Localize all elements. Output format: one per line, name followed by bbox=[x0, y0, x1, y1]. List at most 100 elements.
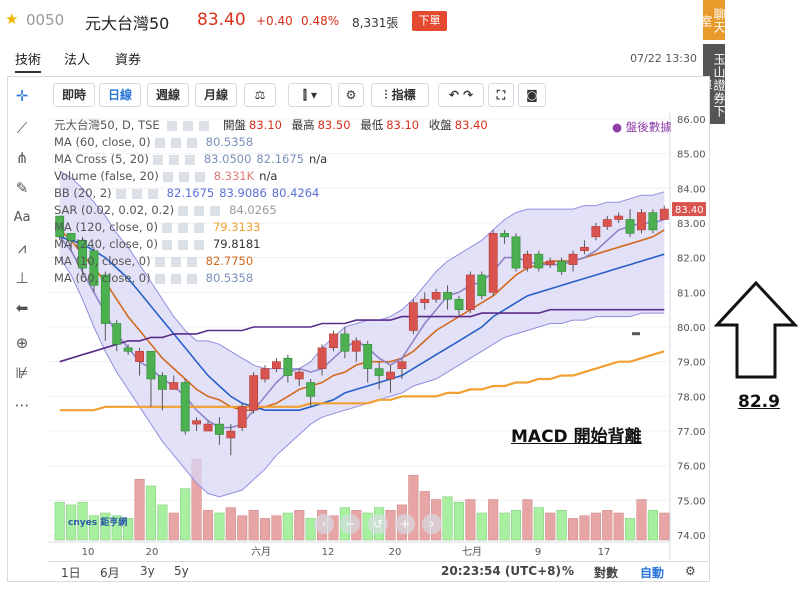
candle-body bbox=[614, 215, 624, 220]
ruler-icon[interactable]: ⊯ bbox=[15, 364, 29, 382]
tab-institutional[interactable]: 法人 bbox=[64, 53, 91, 68]
volume-bar bbox=[111, 515, 122, 541]
scroll-control-button[interactable] bbox=[395, 514, 415, 534]
candle-body bbox=[511, 236, 521, 269]
tab-margin[interactable]: 資券 bbox=[115, 53, 142, 68]
legend-row: MA Cross (5, 20) 83.0500 82.1675 n/a bbox=[54, 151, 554, 168]
range-1d[interactable]: 1日 bbox=[61, 566, 81, 580]
legend-row: MA (240, close, 0) 79.8181 bbox=[54, 236, 554, 253]
fibonacci-icon[interactable]: ⋔ bbox=[15, 149, 29, 167]
volume-bar bbox=[602, 510, 613, 541]
scroll-control-button[interactable] bbox=[422, 514, 442, 534]
chatroom-button[interactable]: 聊天室 bbox=[699, 0, 726, 40]
legend-controls-icon[interactable] bbox=[154, 137, 201, 148]
auto-scale-toggle[interactable]: 自動 bbox=[640, 566, 665, 580]
tab-bar: 技術 法人 資券 07/22 13:30 bbox=[0, 44, 700, 73]
legend-row: SAR (0.02, 0.02, 0.2) 84.0265 bbox=[54, 202, 554, 219]
volume-bar bbox=[499, 512, 510, 541]
volume-bar bbox=[123, 518, 134, 541]
text-tool-icon[interactable]: Aa bbox=[13, 210, 31, 225]
legend-controls-icon[interactable] bbox=[154, 273, 201, 284]
volume-bar bbox=[465, 499, 476, 541]
volume-bar bbox=[180, 488, 191, 541]
bottombar-settings-icon[interactable]: ⚙ bbox=[685, 564, 696, 578]
after-hours-dot-icon: ● bbox=[612, 120, 626, 134]
arrow-left-icon[interactable]: ⬅ bbox=[15, 299, 29, 317]
candle-body bbox=[55, 215, 65, 238]
order-button[interactable]: 下單 bbox=[412, 11, 447, 31]
candle-body bbox=[488, 233, 498, 293]
low-label: 最低 bbox=[360, 118, 384, 132]
y-axis-tick-label: 75.00 bbox=[677, 496, 706, 507]
y-axis-tick-label: 76.00 bbox=[677, 462, 706, 473]
zoom-icon[interactable]: ⊕ bbox=[15, 334, 29, 352]
close-value: 83.40 bbox=[454, 118, 488, 132]
close-label: 收盤 bbox=[428, 118, 452, 132]
legend-symbol: 元大台灣50, D, TSE bbox=[54, 118, 160, 132]
scroll-control-button[interactable] bbox=[314, 514, 334, 534]
candle-body bbox=[135, 350, 144, 362]
range-3y[interactable]: 3y bbox=[140, 564, 155, 578]
after-hours-link[interactable]: ● 盤後數據 bbox=[612, 119, 672, 135]
snapshot-camera-icon[interactable]: ◙ bbox=[518, 83, 546, 107]
candle-body bbox=[523, 253, 532, 269]
low-value: 83.10 bbox=[386, 118, 420, 132]
x-axis-tick-label: 9 bbox=[535, 547, 541, 558]
candle-body bbox=[272, 361, 281, 369]
y-axis-tick-label: 77.00 bbox=[677, 427, 706, 438]
brush-icon[interactable]: ✎ bbox=[15, 179, 29, 197]
tab-technical[interactable]: 技術 bbox=[15, 49, 42, 73]
legend-controls-icon[interactable] bbox=[178, 205, 225, 216]
legend-controls-icon[interactable] bbox=[115, 188, 162, 199]
volume-bar bbox=[408, 474, 419, 541]
stock-price: 83.40 bbox=[197, 10, 246, 30]
measure-icon[interactable]: ⊥ bbox=[15, 269, 29, 287]
favorite-star-icon[interactable]: ★ bbox=[5, 10, 19, 28]
legend-controls-icon[interactable] bbox=[161, 222, 208, 233]
undo-redo-icon[interactable]: ↶ ↷ bbox=[438, 83, 484, 107]
legend-controls-icon[interactable] bbox=[167, 120, 214, 131]
legend-controls-icon[interactable] bbox=[162, 171, 209, 182]
interval-intraday[interactable]: 即時 bbox=[53, 83, 95, 107]
more-tools-icon[interactable]: ⋯ bbox=[14, 396, 30, 414]
volume-bar bbox=[476, 512, 487, 541]
volume-bar bbox=[237, 515, 248, 541]
price-chart[interactable]: 86.00 85.00 84.00 83.00 82.00 81.00 80.00 79.00… bbox=[48, 112, 708, 560]
candle-body bbox=[386, 371, 395, 380]
price-change: +0.40 bbox=[256, 14, 293, 28]
indicators-button[interactable]: ⫶ 指標 bbox=[371, 83, 429, 107]
clock-time: 20:23:54 (UTC+8) bbox=[441, 564, 561, 578]
candle-body bbox=[169, 382, 179, 390]
settings-gear-icon[interactable]: ⚙ bbox=[338, 83, 364, 107]
volume-bar bbox=[636, 499, 647, 541]
volume-bar bbox=[271, 515, 282, 541]
candle-body bbox=[180, 382, 190, 432]
crosshair-icon[interactable]: ✛ bbox=[15, 87, 29, 105]
chart-type-icon[interactable]: ⫿ ▾ bbox=[288, 83, 332, 107]
candle-body bbox=[340, 333, 350, 352]
scroll-control-button[interactable] bbox=[340, 514, 360, 534]
scroll-control-button[interactable] bbox=[368, 514, 388, 534]
percent-toggle[interactable]: % bbox=[562, 564, 575, 578]
legend-indicator-name: Volume (false, 20) bbox=[54, 169, 159, 183]
legend-controls-icon[interactable] bbox=[154, 256, 201, 267]
interval-daily[interactable]: 日線 bbox=[99, 83, 141, 107]
range-5y[interactable]: 5y bbox=[174, 564, 189, 578]
legend-indicator-value: 84.0265 bbox=[229, 203, 277, 217]
log-toggle[interactable]: 對數 bbox=[594, 566, 619, 580]
range-6m[interactable]: 6月 bbox=[100, 566, 120, 580]
trendline-icon[interactable]: ⟋ bbox=[16, 119, 28, 137]
legend-controls-icon[interactable] bbox=[161, 239, 208, 250]
y-axis-tick-label: 81.00 bbox=[677, 288, 706, 299]
volume-bar bbox=[453, 501, 465, 541]
legend-row: Volume (false, 20) 8.331K n/a bbox=[54, 168, 554, 185]
compare-scale-icon[interactable]: ⚖ bbox=[244, 83, 276, 107]
pattern-icon[interactable]: ⩘ bbox=[17, 239, 27, 257]
candle-body bbox=[625, 219, 635, 234]
interval-monthly[interactable]: 月線 bbox=[195, 83, 237, 107]
legend-indicator-value: n/a bbox=[308, 152, 328, 166]
candle-body bbox=[89, 250, 99, 286]
interval-weekly[interactable]: 週線 bbox=[147, 83, 189, 107]
legend-controls-icon[interactable] bbox=[152, 154, 199, 165]
fullscreen-icon[interactable]: ⛶ bbox=[488, 83, 514, 107]
